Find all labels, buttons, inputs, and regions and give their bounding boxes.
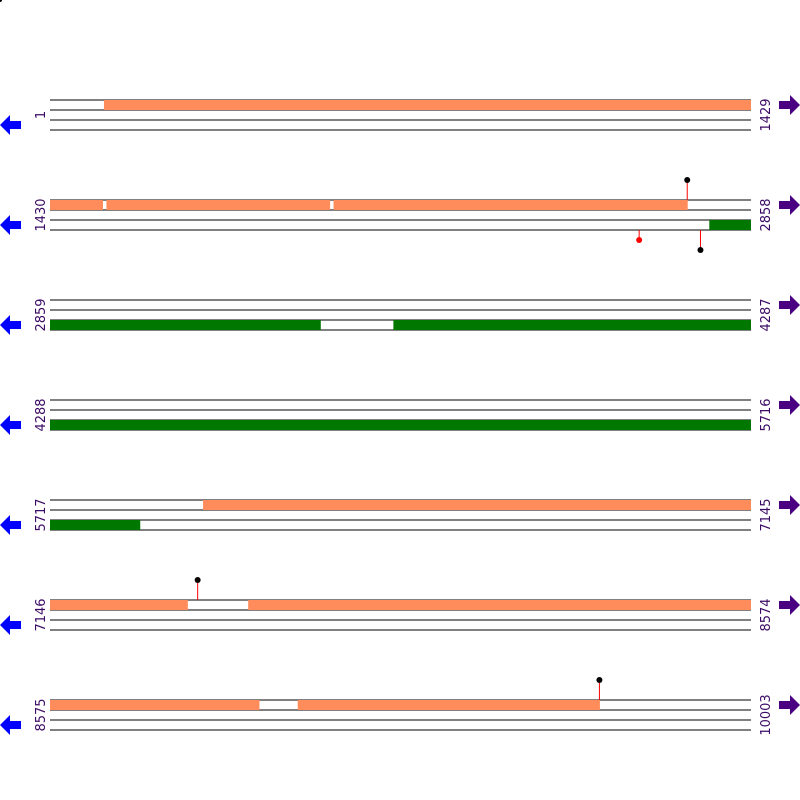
purple-right-arrow-icon[interactable] (779, 195, 800, 215)
sequence-row: 4288 5716 (0, 395, 800, 435)
marker-head (194, 577, 201, 583)
row-start-label: 1430 (34, 198, 49, 231)
row-end-label: 8574 (759, 598, 774, 631)
forward-feature-bar (297, 700, 600, 710)
blue-left-arrow-icon[interactable] (0, 115, 21, 135)
row-start-label: 1 (34, 111, 49, 119)
marker-head (684, 177, 691, 183)
row-end-label: 5716 (759, 398, 774, 431)
row-start-label: 5717 (34, 498, 49, 531)
row-end-label: 1429 (759, 98, 774, 131)
row-start-label: 4288 (34, 398, 49, 431)
sequence-row: 5717 7145 (0, 495, 800, 535)
corner-dot (0, 0, 2, 2)
blue-left-arrow-icon[interactable] (0, 515, 21, 535)
forward-feature-bar (50, 700, 260, 710)
purple-right-arrow-icon[interactable] (779, 395, 800, 415)
sequence-row: 1 1429 (0, 95, 800, 135)
row-start-label: 2859 (34, 298, 49, 331)
reverse-feature-bar (50, 320, 321, 330)
sequence-row: 8575 10003 (0, 677, 800, 736)
row-end-label: 7145 (759, 498, 774, 531)
sequence-row: 7146 8574 (0, 577, 800, 635)
forward-feature-bar (50, 600, 188, 610)
forward-feature-bar (333, 200, 688, 210)
row-start-label: 7146 (34, 598, 49, 631)
blue-left-arrow-icon[interactable] (0, 615, 21, 635)
sequence-row: 1430 2858 (0, 177, 800, 253)
marker-head (596, 677, 603, 683)
blue-left-arrow-icon[interactable] (0, 415, 21, 435)
purple-right-arrow-icon[interactable] (779, 495, 800, 515)
purple-right-arrow-icon[interactable] (779, 595, 800, 615)
purple-right-arrow-icon[interactable] (779, 295, 800, 315)
reverse-feature-bar (50, 520, 141, 530)
purple-right-arrow-icon[interactable] (779, 95, 800, 115)
marker-head (636, 237, 643, 243)
blue-left-arrow-icon[interactable] (0, 315, 21, 335)
blue-left-arrow-icon[interactable] (0, 215, 21, 235)
forward-feature-bar (248, 600, 751, 610)
reverse-feature-bar (709, 220, 751, 230)
marker-head (697, 247, 704, 253)
forward-feature-bar (203, 500, 751, 510)
row-start-label: 8575 (34, 698, 49, 731)
forward-feature-bar (50, 200, 103, 210)
forward-feature-bar (103, 100, 751, 110)
row-end-label: 4287 (759, 298, 774, 331)
purple-right-arrow-icon[interactable] (779, 695, 800, 715)
sequence-row: 2859 4287 (0, 295, 800, 335)
reverse-feature-bar (50, 420, 751, 430)
blue-left-arrow-icon[interactable] (0, 715, 21, 735)
row-end-label: 10003 (759, 694, 774, 735)
reverse-feature-bar (393, 320, 751, 330)
row-end-label: 2858 (759, 198, 774, 231)
forward-feature-bar (106, 200, 331, 210)
